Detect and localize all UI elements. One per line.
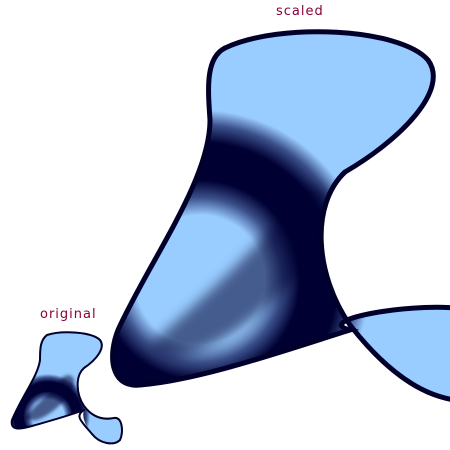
scaled-shape-outline-lower [110, 45, 450, 388]
scaled-shape-outline [222, 29, 450, 402]
original-shape-outline [10, 331, 123, 445]
original-shape-shadow-band [24, 375, 75, 421]
original-shape [10, 331, 123, 445]
scaled-label: scaled [276, 4, 324, 19]
scaled-shape [110, 29, 450, 402]
scaled-shape-shadow-band [150, 186, 332, 357]
original-label: original [40, 307, 97, 322]
